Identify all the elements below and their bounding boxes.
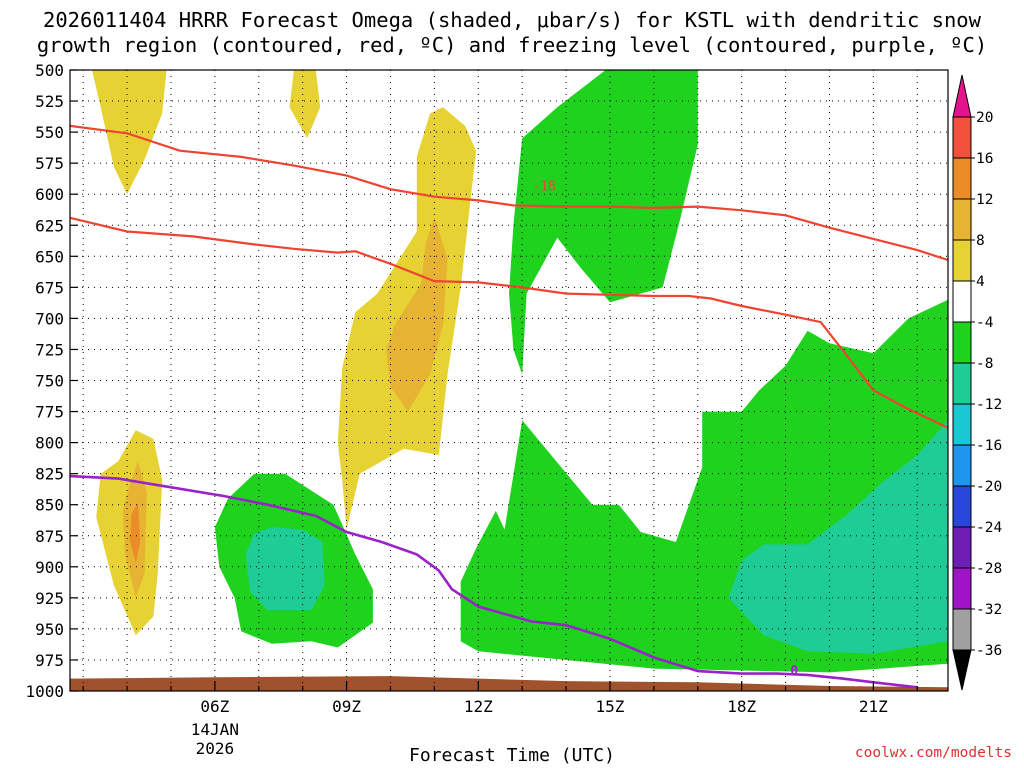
x-tick-label: 09Z	[332, 697, 361, 716]
y-tick-label: 800	[35, 434, 64, 453]
y-tick-label: 650	[35, 247, 64, 266]
colorbar-swatch	[952, 444, 972, 487]
colorbar-swatch	[952, 403, 972, 446]
omega-region-teal-lower-right	[728, 420, 948, 654]
colorbar-swatch	[952, 485, 972, 528]
y-tick-label: 525	[35, 92, 64, 111]
omega-region-orange-lower-left	[130, 502, 141, 564]
freezing-level-contour	[69, 474, 918, 689]
omega-region-gold-vertical-band	[386, 216, 448, 412]
dgz-contour-top	[69, 124, 949, 262]
colorbar-label: -28	[976, 561, 1002, 577]
chart-title-line1: 2026011404 HRRR Forecast Omega (shaded, …	[43, 8, 981, 32]
colorbar-label: -8	[976, 356, 993, 372]
colorbar-swatch	[952, 198, 972, 241]
freezing-level-label: 0	[790, 664, 798, 679]
omega-region-green-upper-center	[509, 70, 698, 375]
colorbar-label: 12	[976, 192, 993, 208]
y-tick-label: 900	[35, 558, 64, 577]
x-tick-label: 06Z	[200, 697, 229, 716]
colorbar-label: -24	[976, 520, 1002, 536]
colorbar-label: 20	[976, 110, 993, 126]
colorbar-swatch	[952, 608, 972, 651]
dgz-contour-bottom	[69, 216, 949, 429]
x-tick-label: 18Z	[727, 697, 756, 716]
x-date-label: 14JAN	[191, 720, 239, 739]
colorbar-label: -20	[976, 479, 1002, 495]
x-year-label: 2026	[196, 739, 235, 758]
omega-region-yellow-top-small	[289, 70, 321, 139]
y-tick-label: 750	[35, 372, 64, 391]
y-tick-label: 775	[35, 403, 64, 422]
colorbar-label: 16	[976, 151, 993, 167]
chart-title-line2: growth region (contoured, red, ºC) and f…	[36, 33, 988, 57]
colorbar-label: -36	[976, 643, 1002, 659]
colorbar-swatch	[952, 280, 972, 323]
colorbar-swatch	[952, 157, 972, 200]
credit-text: coolwx.com/modelts	[854, 745, 1012, 761]
colorbar-swatch	[952, 362, 972, 405]
colorbar: 20 16 12 8 4 -4 -8 -12 -16 -20 -24 -28 -32 -36	[952, 74, 1002, 691]
omega-region-teal-lower-left	[245, 527, 325, 611]
colorbar-label: 8	[976, 233, 985, 249]
y-tick-label: 975	[35, 651, 64, 670]
colorbar-label: -4	[976, 315, 994, 331]
x-axis-label: Forecast Time (UTC)	[409, 745, 615, 766]
dgz-contour-label: -18	[532, 180, 555, 195]
y-tick-label: 625	[35, 216, 64, 235]
terrain-layer	[70, 676, 948, 691]
colorbar-arrow-high	[952, 74, 972, 118]
chart-title: 2026011404 HRRR Forecast Omega (shaded, …	[0, 8, 1024, 58]
x-tick-label: 12Z	[464, 697, 493, 716]
omega-region-yellow-upper-left	[92, 70, 167, 195]
x-tick-label: 15Z	[596, 697, 625, 716]
gridlines	[70, 70, 948, 691]
colorbar-swatch	[952, 321, 972, 364]
y-tick-label: 575	[35, 154, 64, 173]
colorbar-swatch	[952, 239, 972, 282]
y-tick-label: 725	[35, 340, 64, 359]
y-tick-label: 950	[35, 620, 64, 639]
y-tick-label: 600	[35, 185, 64, 204]
omega-shaded-regions	[92, 70, 948, 673]
x-tick-label: 21Z	[859, 697, 888, 716]
colorbar-label: -12	[976, 397, 1002, 413]
colorbar-label: -32	[976, 602, 1002, 618]
colorbar-swatch	[952, 116, 972, 159]
contour-lines: -18 0	[69, 124, 949, 689]
terrain-fill	[70, 676, 948, 691]
y-tick-label: 875	[35, 527, 64, 546]
y-tick-label: 850	[35, 496, 64, 515]
y-tick-label: 675	[35, 278, 64, 297]
colorbar-label: 4	[976, 274, 985, 290]
colorbar-arrow-low	[952, 649, 972, 691]
y-tick-label: 700	[35, 309, 64, 328]
y-tick-label: 550	[35, 123, 64, 142]
y-tick-label: 925	[35, 589, 64, 608]
colorbar-swatch	[952, 526, 972, 569]
y-tick-label: 500	[35, 61, 64, 80]
colorbar-swatch	[952, 567, 972, 610]
axes: 500 525 550 575 600 625 650 675 700 725 750 775 800 8…	[25, 61, 949, 758]
colorbar-label: -16	[976, 438, 1002, 454]
y-tick-label: 1000	[25, 682, 64, 701]
y-tick-label: 825	[35, 465, 64, 484]
